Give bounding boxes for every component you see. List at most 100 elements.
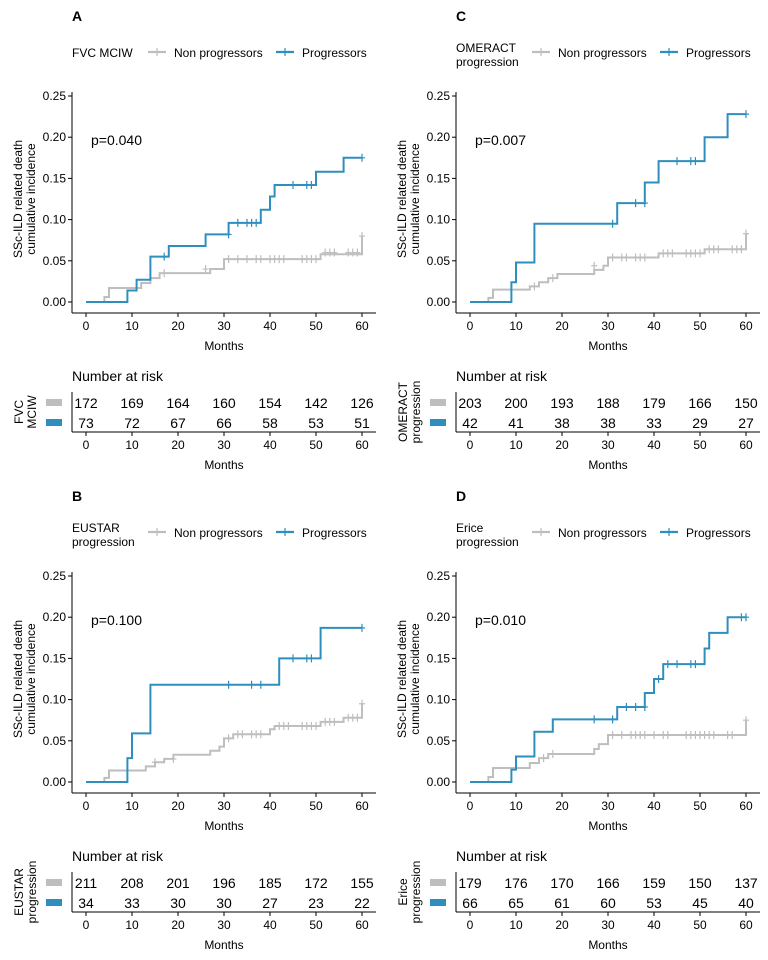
risk-table-title: Number at risk	[456, 848, 548, 864]
y-tick-label: 0.00	[43, 775, 67, 789]
risk-x-tick-label: 0	[467, 918, 474, 932]
censor-mark	[290, 654, 296, 663]
x-tick-label: 10	[125, 799, 139, 813]
censor-mark	[225, 230, 232, 239]
risk-table-title: Number at risk	[72, 368, 164, 384]
risk-x-axis-title: Months	[204, 938, 243, 952]
risk-x-tick-label: 50	[693, 918, 707, 932]
x-tick-label: 10	[509, 319, 523, 333]
censor-mark	[170, 754, 177, 763]
risk-strata-label-line: progression	[409, 381, 423, 444]
risk-row-key	[46, 899, 62, 906]
x-tick-label: 0	[467, 799, 474, 813]
censor-mark	[641, 731, 648, 740]
series-line-progressors	[470, 113, 746, 303]
risk-strata-label: Erice progression	[396, 861, 423, 924]
x-axis-title: Months	[588, 819, 627, 833]
censor-mark	[697, 249, 703, 258]
panel-a: A FVC MCIW Non progressors Progressors 0.00 0…	[11, 8, 376, 472]
censor-mark	[729, 731, 736, 740]
legend-label: Non progressors	[558, 46, 647, 60]
risk-strata-label-line: FVC	[12, 400, 26, 424]
risk-table-title: Number at risk	[456, 368, 548, 384]
censor-mark	[609, 219, 616, 228]
series-line-progressors	[470, 616, 746, 783]
censor-mark	[591, 715, 598, 724]
risk-value: 155	[350, 875, 374, 891]
risk-value: 201	[166, 875, 190, 891]
censor-mark	[549, 274, 556, 283]
risk-value: 196	[212, 875, 236, 891]
risk-row-key	[430, 399, 446, 406]
legend-title: OMERACT	[456, 41, 517, 55]
censor-mark	[651, 731, 657, 740]
censor-mark	[623, 703, 630, 712]
risk-value: 41	[508, 415, 524, 431]
censor-mark	[354, 248, 361, 257]
risk-value: 38	[600, 415, 616, 431]
series-line-non-progressors	[86, 236, 363, 303]
risk-strata-label-line: progression	[25, 861, 39, 924]
censor-mark	[359, 623, 365, 632]
risk-value: 30	[216, 895, 232, 911]
risk-x-tick-label: 40	[263, 438, 277, 452]
censor-mark	[161, 252, 168, 261]
y-tick-label: 0.10	[427, 213, 451, 227]
censor-mark	[531, 282, 538, 291]
x-tick-label: 20	[555, 799, 569, 813]
censor-mark	[664, 660, 671, 669]
y-tick-label: 0.25	[427, 569, 451, 583]
risk-x-tick-label: 20	[171, 438, 185, 452]
censor-mark	[257, 255, 264, 264]
y-axis-title-line: SSc-ILD related death	[395, 140, 409, 258]
censor-mark	[715, 245, 722, 254]
x-tick-label: 10	[125, 319, 139, 333]
legend-title: progression	[456, 535, 519, 549]
censor-mark	[738, 245, 745, 254]
risk-value: 42	[462, 415, 478, 431]
risk-value: 38	[554, 415, 570, 431]
risk-value: 60	[600, 895, 616, 911]
x-tick-label: 30	[601, 319, 615, 333]
risk-value: 66	[462, 895, 478, 911]
censor-mark	[331, 717, 338, 726]
risk-x-tick-label: 60	[739, 918, 753, 932]
x-tick-label: 60	[739, 799, 753, 813]
legend-label: Progressors	[686, 526, 751, 540]
risk-x-tick-label: 50	[309, 438, 323, 452]
y-tick-label: 0.25	[43, 569, 67, 583]
censor-mark	[313, 255, 319, 264]
risk-value: 40	[738, 895, 754, 911]
risk-value: 22	[354, 895, 370, 911]
series-line-non-progressors	[470, 720, 747, 783]
risk-strata-label-line: MCIW	[25, 395, 39, 429]
risk-value: 154	[258, 395, 282, 411]
censor-mark	[244, 255, 250, 264]
risk-value: 33	[646, 415, 662, 431]
censor-mark	[609, 731, 616, 740]
risk-x-tick-label: 40	[263, 918, 277, 932]
y-tick-label: 0.25	[427, 89, 451, 103]
censor-mark	[743, 229, 749, 238]
risk-x-tick-label: 40	[647, 918, 661, 932]
censor-mark	[239, 730, 246, 739]
x-tick-label: 0	[83, 799, 90, 813]
risk-value: 170	[550, 875, 574, 891]
censor-mark	[359, 232, 365, 241]
series-line-non-progressors	[86, 703, 363, 783]
censor-mark	[743, 110, 749, 119]
censor-mark	[743, 716, 749, 725]
x-tick-label: 20	[171, 319, 185, 333]
risk-value: 166	[688, 395, 712, 411]
x-axis-title: Months	[204, 339, 243, 353]
risk-value: 179	[458, 875, 482, 891]
risk-value: 160	[212, 395, 236, 411]
risk-value: 150	[688, 875, 712, 891]
panel-label: C	[456, 8, 466, 24]
risk-value: 169	[120, 395, 144, 411]
censor-mark	[623, 253, 630, 262]
y-tick-label: 0.20	[427, 610, 451, 624]
